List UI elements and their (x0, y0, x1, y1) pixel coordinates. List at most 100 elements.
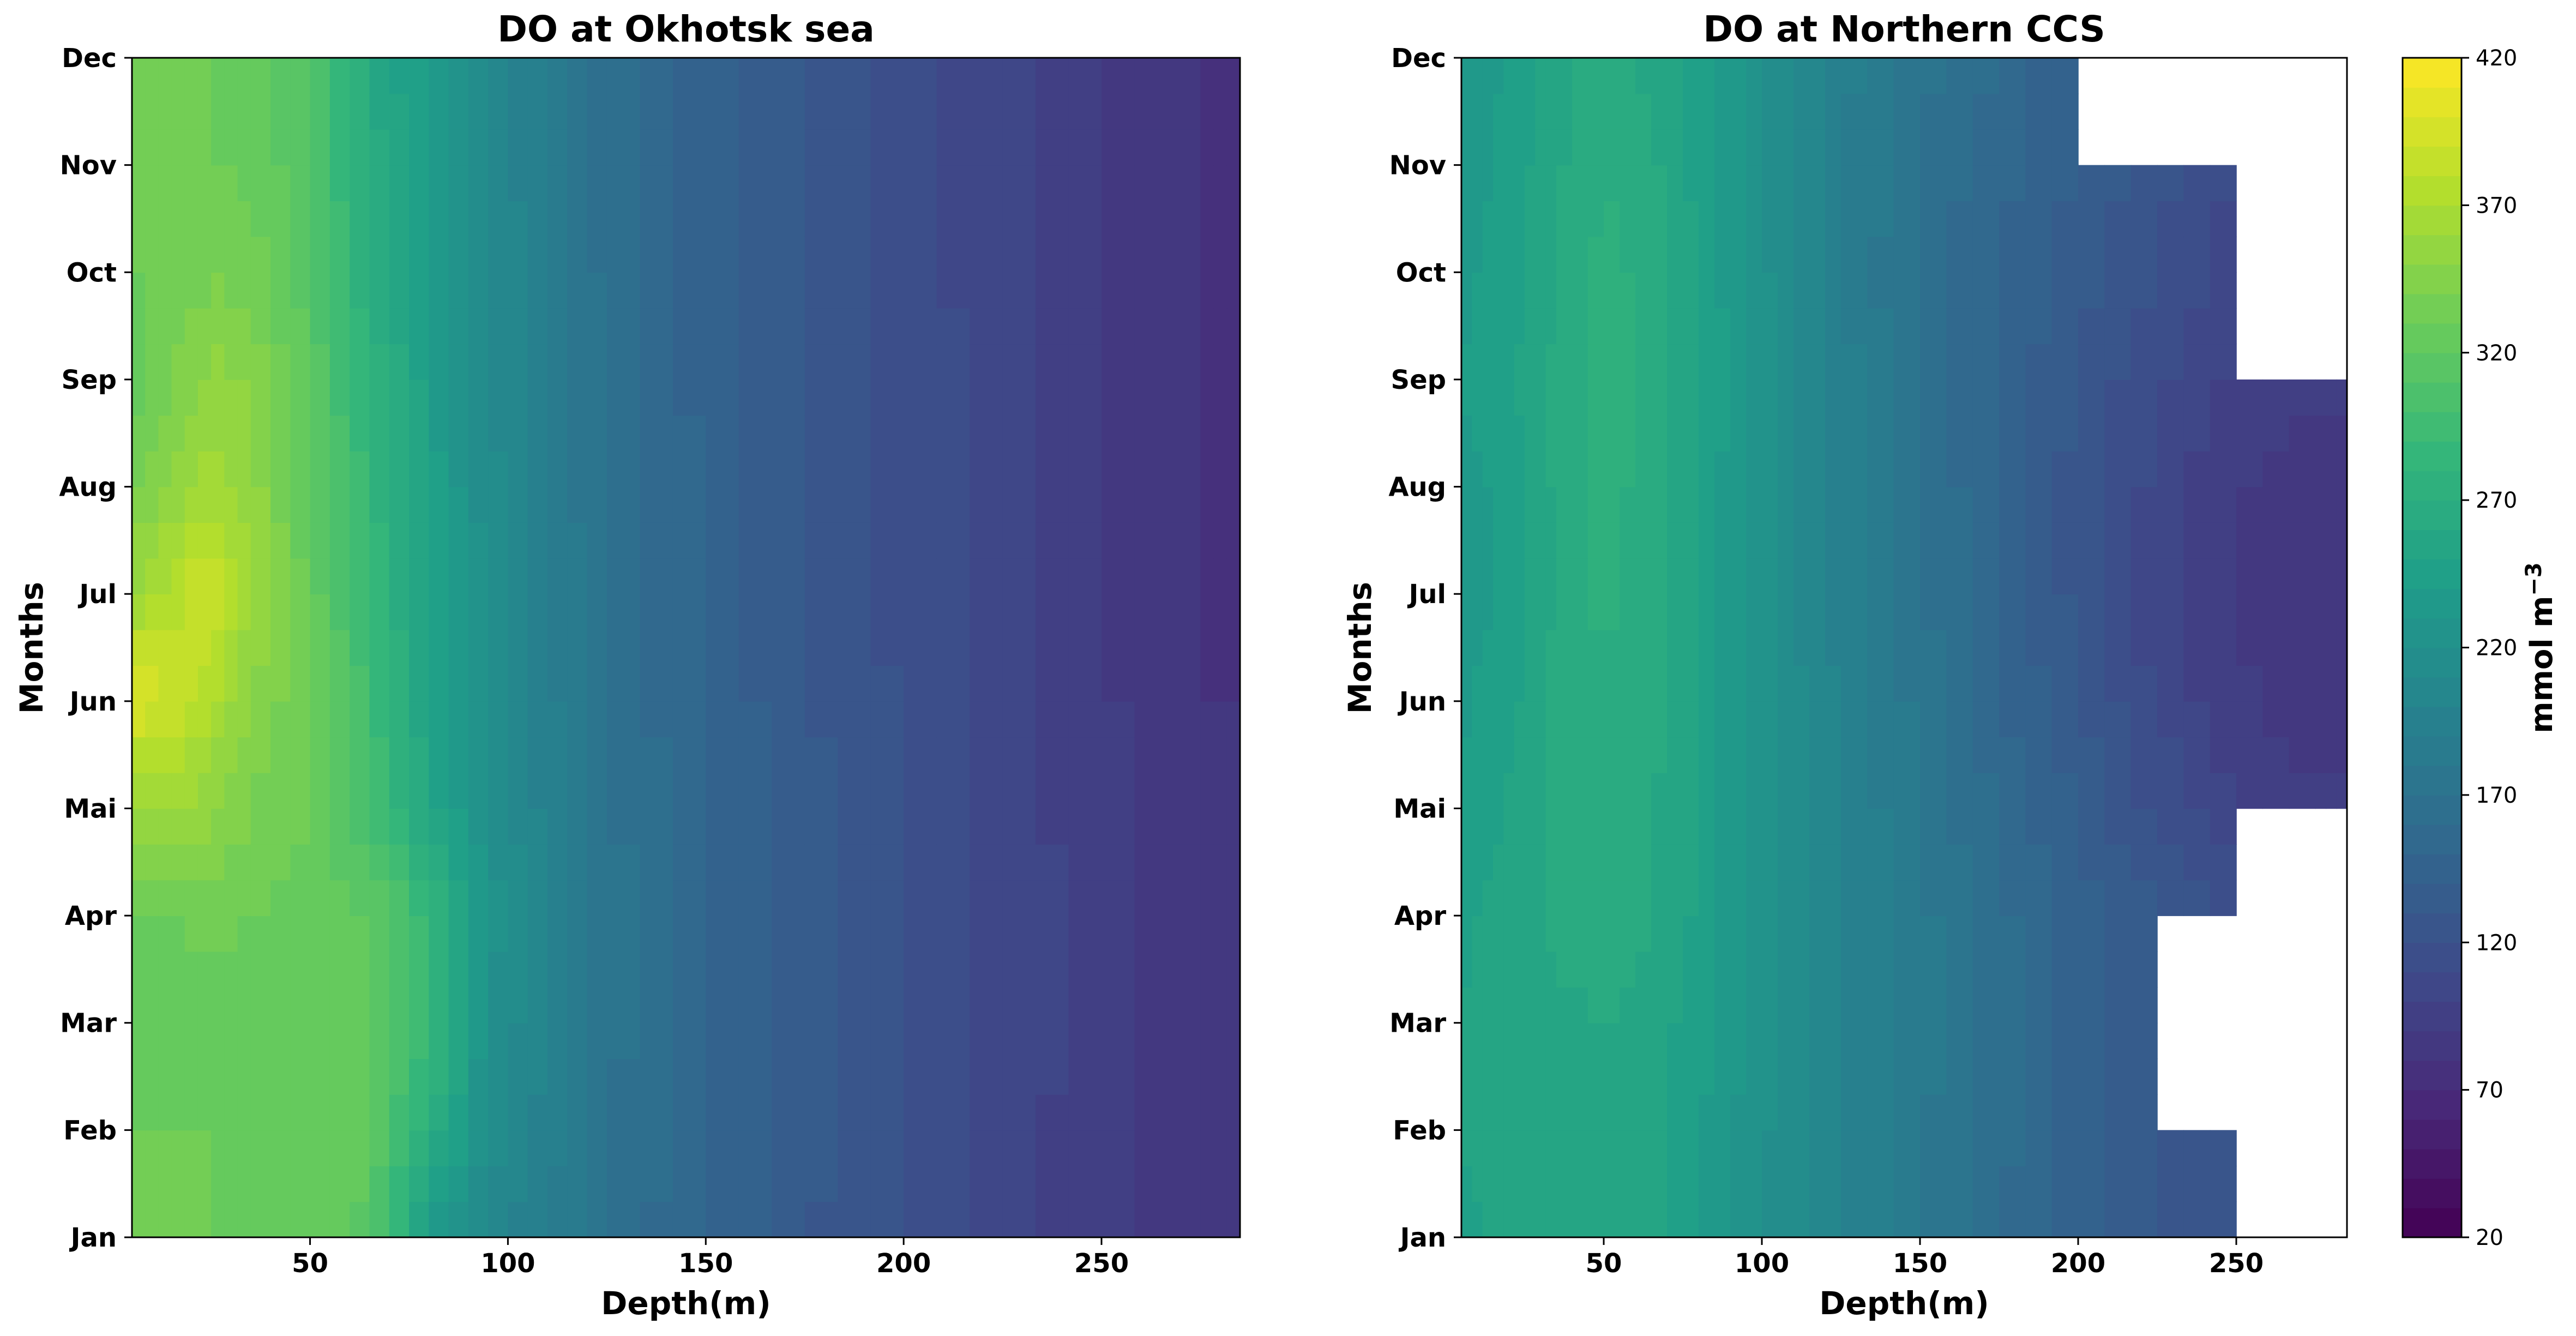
contour-cell (1514, 1022, 1525, 1060)
contour-cell (1809, 486, 1826, 523)
contour-cell (567, 308, 588, 345)
contour-cell (1213, 558, 1227, 594)
contour-cell (1556, 951, 1573, 988)
contour-cell (1102, 951, 1135, 988)
contour-cell (1482, 236, 1494, 273)
contour-cell (1068, 451, 1102, 488)
contour-cell (1588, 737, 1604, 773)
contour-cell (1867, 451, 1894, 488)
contour-cell (2210, 808, 2237, 845)
contour-cell (1002, 379, 1036, 416)
contour-cell (547, 344, 568, 380)
contour-cell (197, 486, 212, 523)
contour-cell (672, 272, 707, 309)
contour-cell (237, 1165, 251, 1202)
contour-cell (184, 701, 198, 738)
contour-cell (970, 701, 1003, 738)
contour-cell (1746, 201, 1762, 237)
contour-cell (2025, 1165, 2053, 1202)
contour-cell (488, 1201, 509, 1238)
contour-cell (1213, 129, 1227, 166)
contour-cell (1503, 344, 1515, 380)
contour-cell (838, 1094, 871, 1131)
contour-cell (606, 1022, 641, 1060)
contour-cell (2262, 379, 2290, 416)
contour-cell (488, 344, 509, 380)
contour-cell (870, 916, 904, 952)
contour-cell (1134, 379, 1168, 416)
contour-cell (706, 629, 739, 666)
contour-cell (1572, 1165, 1588, 1202)
contour-cell (1002, 1130, 1036, 1166)
contour-cell (468, 201, 489, 237)
contour-cell (1134, 129, 1168, 166)
contour-cell (270, 951, 291, 988)
contour-cell (2051, 951, 2079, 988)
contour-cell (1620, 594, 1636, 630)
contour-cell (448, 629, 469, 666)
contour-cell (1683, 93, 1699, 130)
contour-cell (672, 808, 707, 845)
contour-cell (1482, 951, 1494, 988)
contour-cell (429, 951, 449, 988)
contour-cell (1714, 415, 1731, 452)
contour-cell (547, 451, 568, 488)
contour-cell (1493, 129, 1504, 166)
contour-cell (1493, 772, 1504, 809)
contour-cell (672, 629, 707, 666)
contour-cell (369, 201, 390, 237)
contour-cell (1683, 1130, 1699, 1166)
contour-cell (145, 558, 159, 594)
contour-cell (132, 201, 146, 237)
contour-cell (350, 58, 370, 94)
contour-cell (1503, 951, 1515, 988)
contour-cell (1699, 344, 1715, 380)
contour-cell (1514, 1130, 1525, 1166)
contour-cell (1972, 1201, 2000, 1238)
contour-cell (606, 772, 641, 809)
contour-cell (1036, 772, 1069, 809)
contour-cell (1604, 665, 1620, 702)
contour-cell (706, 1130, 739, 1166)
contour-cell (329, 1201, 350, 1238)
contour-cell (1999, 880, 2026, 916)
contour-cell (1036, 165, 1069, 201)
contour-cell (936, 379, 970, 416)
contour-cell (1793, 772, 1810, 809)
contour-cell (237, 1058, 251, 1095)
contour-cell (1841, 558, 1868, 594)
contour-cell (2104, 1022, 2132, 1060)
contour-cell (772, 1201, 805, 1238)
contour-cell (224, 737, 238, 773)
contour-cell (970, 93, 1003, 130)
contour-cell (1036, 629, 1069, 666)
contour-cell (224, 1022, 238, 1060)
contour-cell (1999, 486, 2026, 523)
contour-cell (1867, 594, 1894, 630)
contour-cell (409, 522, 430, 559)
contour-cell (350, 1058, 370, 1095)
contour-cell (1493, 165, 1504, 201)
contour-cell (224, 129, 238, 166)
contour-cell (329, 1130, 350, 1166)
x-tick-label: 250 (2209, 1248, 2264, 1279)
contour-cell (1841, 129, 1868, 166)
contour-cell (350, 272, 370, 309)
contour-cell (1036, 308, 1069, 345)
contour-cell (211, 665, 225, 702)
contour-cell (2104, 201, 2132, 237)
contour-cell (904, 629, 937, 666)
contour-cell (1972, 1058, 2000, 1095)
contour-cell (1588, 1201, 1604, 1238)
contour-cell (2210, 486, 2237, 523)
contour-cell (1620, 201, 1636, 237)
contour-cell (290, 379, 311, 416)
contour-cell (184, 201, 198, 237)
contour-cell (2315, 737, 2327, 773)
contour-cell (329, 701, 350, 738)
contour-cell (904, 1022, 937, 1060)
contour-cell (527, 1022, 548, 1060)
contour-cell (1635, 93, 1652, 130)
contour-cell (2130, 916, 2158, 952)
contour-cell (132, 451, 146, 488)
